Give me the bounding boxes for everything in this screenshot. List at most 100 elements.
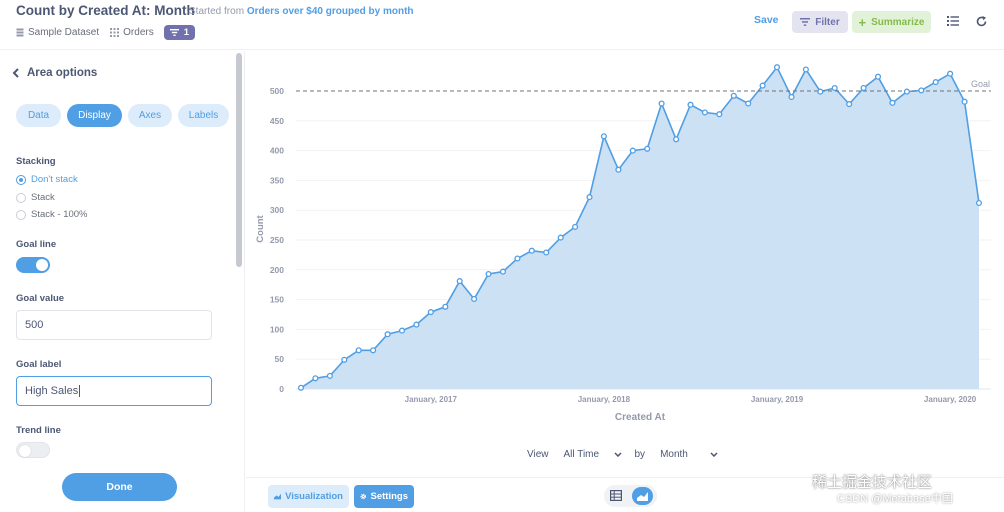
data-point[interactable] — [874, 73, 882, 80]
data-point[interactable] — [658, 100, 665, 107]
data-point[interactable] — [471, 295, 478, 303]
data-point[interactable] — [644, 145, 651, 152]
data-point[interactable] — [947, 70, 954, 77]
radio-stack-label: Stack — [31, 192, 55, 203]
data-point[interactable] — [600, 133, 607, 140]
data-point[interactable] — [975, 199, 983, 207]
visualization-button[interactable]: Visualization — [268, 485, 349, 508]
data-point[interactable] — [442, 303, 449, 310]
time-granularity-bar: View All Time by Month — [527, 444, 725, 464]
summarize-button-label: Summarize — [871, 16, 925, 28]
granularity-value: Month — [660, 448, 688, 460]
data-point[interactable] — [831, 84, 838, 92]
toggle-knob — [36, 259, 48, 271]
save-button[interactable]: Save — [754, 14, 779, 26]
data-point[interactable] — [297, 384, 305, 391]
data-point[interactable] — [543, 249, 550, 256]
radio-dot — [16, 192, 26, 203]
visualization-button-label: Visualization — [285, 491, 343, 502]
goal-value-text: 500 — [25, 319, 44, 331]
data-point[interactable] — [860, 84, 867, 92]
data-point[interactable] — [759, 82, 766, 89]
table-chart-toggle[interactable] — [604, 485, 657, 507]
x-tick-label: January, 2020 — [924, 395, 977, 404]
sidebar-scrollbar[interactable] — [236, 53, 242, 267]
started-from-link[interactable]: Orders over $40 grouped by month — [246, 6, 414, 17]
data-point[interactable] — [903, 88, 910, 95]
data-point[interactable] — [846, 101, 853, 108]
goal-value-input[interactable]: 500 — [16, 310, 212, 340]
y-axis-label: Count — [255, 214, 266, 242]
data-point[interactable] — [370, 347, 377, 354]
data-point[interactable] — [326, 372, 333, 379]
data-point[interactable] — [572, 223, 579, 230]
data-point[interactable] — [817, 88, 824, 95]
filter-count-pill[interactable]: 1 — [163, 24, 196, 40]
area-chart-icon — [274, 493, 282, 500]
data-point[interactable] — [716, 111, 723, 118]
data-point[interactable] — [384, 331, 391, 338]
data-point[interactable] — [312, 375, 319, 382]
data-points — [297, 64, 983, 391]
data-point[interactable] — [918, 87, 925, 94]
radio-stack-100[interactable]: Stack - 100% — [16, 209, 88, 220]
data-point[interactable] — [456, 278, 463, 285]
data-point[interactable] — [341, 356, 348, 363]
data-point[interactable] — [889, 99, 896, 106]
refresh-icon[interactable] — [975, 15, 988, 28]
breadcrumb-table[interactable]: Orders — [110, 27, 154, 38]
area-series — [300, 65, 980, 389]
by-label: by — [634, 448, 646, 460]
view-label: View — [527, 448, 549, 460]
data-point[interactable] — [673, 136, 680, 143]
data-point[interactable] — [629, 147, 636, 154]
data-point[interactable] — [499, 268, 507, 275]
breadcrumb-database[interactable]: Sample Dataset — [16, 27, 99, 38]
granularity-select[interactable]: Month — [653, 444, 725, 464]
data-point[interactable] — [528, 247, 535, 254]
data-point[interactable] — [687, 101, 694, 108]
summarize-button[interactable]: + Summarize — [852, 11, 931, 33]
back-to-chart-types[interactable]: Area options — [12, 67, 97, 79]
data-point[interactable] — [615, 166, 622, 173]
data-point[interactable] — [961, 98, 968, 105]
view-range-select[interactable]: All Time — [557, 444, 629, 464]
filter-button[interactable]: Filter — [792, 11, 848, 33]
tab-axes[interactable]: Axes — [128, 104, 172, 127]
done-button[interactable]: Done — [62, 473, 177, 501]
data-point[interactable] — [802, 66, 809, 73]
list-icon[interactable] — [947, 16, 959, 26]
radio-stack[interactable]: Stack — [16, 192, 55, 203]
data-point[interactable] — [932, 79, 939, 86]
radio-dont-stack[interactable]: Don't stack — [16, 174, 78, 185]
data-point[interactable] — [788, 93, 795, 101]
chevron-down-icon — [710, 451, 718, 457]
settings-button[interactable]: Settings — [354, 485, 414, 508]
trend-line-toggle[interactable] — [16, 442, 50, 458]
data-point[interactable] — [557, 234, 564, 241]
data-point[interactable] — [355, 347, 362, 354]
data-point[interactable] — [514, 255, 521, 262]
data-point[interactable] — [485, 270, 492, 278]
data-point[interactable] — [773, 64, 781, 71]
data-point[interactable] — [413, 321, 420, 328]
data-point[interactable] — [730, 92, 737, 99]
data-point[interactable] — [701, 109, 708, 116]
chart-view-active[interactable] — [632, 487, 653, 505]
text-caret — [79, 385, 81, 397]
radio-dont-stack-label: Don't stack — [31, 174, 78, 185]
goal-label-input[interactable]: High Sales — [16, 376, 212, 406]
goal-line-toggle[interactable] — [16, 257, 50, 273]
question-title: Count by Created At: Month — [16, 3, 195, 18]
tab-display[interactable]: Display — [67, 104, 122, 127]
table-icon[interactable] — [610, 490, 622, 501]
data-point[interactable] — [398, 327, 406, 334]
data-point[interactable] — [586, 194, 593, 201]
tab-labels[interactable]: Labels — [178, 104, 229, 127]
tab-data[interactable]: Data — [16, 104, 61, 127]
data-point[interactable] — [427, 309, 434, 316]
data-point[interactable] — [745, 100, 752, 107]
watermark-juejin: 稀土掘金技术社区 — [812, 474, 933, 491]
settings-button-label: Settings — [370, 491, 408, 502]
chevron-left-icon — [12, 68, 19, 78]
